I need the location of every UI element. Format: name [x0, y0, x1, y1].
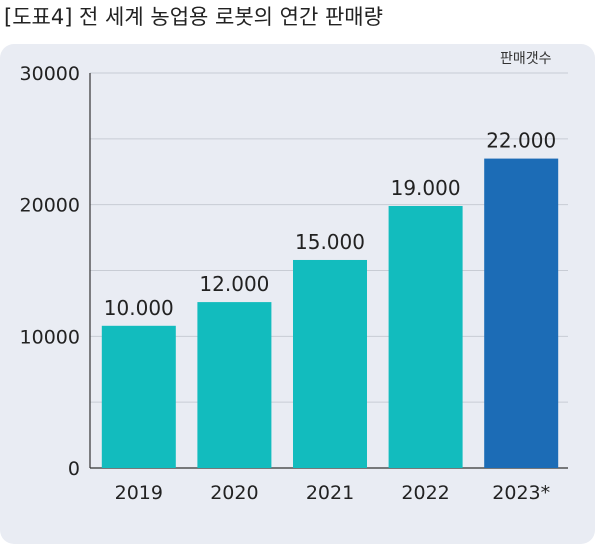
x-tick-label: 2019: [115, 482, 163, 504]
x-tick-label: 2021: [306, 482, 354, 504]
y-tick-label: 30000: [20, 63, 80, 85]
x-tick-label: 2020: [210, 482, 258, 504]
chart-title: [도표4] 전 세계 농업용 로봇의 연간 판매량: [4, 5, 383, 29]
bar: [197, 302, 272, 468]
y-tick-label: 20000: [20, 195, 80, 217]
y-axis-unit-label: 판매갯수: [500, 51, 552, 67]
bar: [101, 325, 176, 468]
y-tick-label: 0: [68, 458, 80, 480]
x-tick-label: 2022: [401, 482, 449, 504]
data-label: 12.000: [199, 272, 269, 296]
data-label: 15.000: [295, 230, 365, 254]
data-label: 10.000: [104, 296, 174, 320]
x-tick-label: 2023*: [492, 482, 550, 504]
data-label: 19.000: [391, 176, 461, 200]
bar: [484, 158, 559, 469]
bar: [388, 205, 463, 468]
y-tick-label: 10000: [20, 326, 80, 348]
data-label: 22.000: [486, 129, 556, 153]
bar: [293, 259, 367, 468]
